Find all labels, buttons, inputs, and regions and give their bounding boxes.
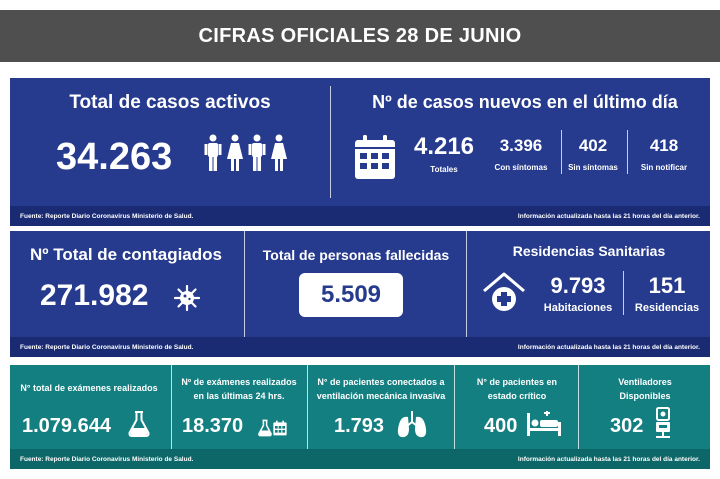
sin-notificar-value: 418 <box>649 136 679 155</box>
totales-value: 4.216 <box>413 133 475 160</box>
panel-footer: Fuente: Reporte Diario Coronavirus Minis… <box>10 206 710 226</box>
footer-update-note: Información actualizada hasta las 21 hor… <box>517 455 700 463</box>
people-icon-group <box>204 134 288 172</box>
stat-habitaciones: 9.793 Habitaciones <box>538 273 618 314</box>
footer-update-note: Información actualizada hasta las 21 hor… <box>517 212 700 220</box>
stat-sin-sintomas: 402 Sin síntomas <box>563 136 623 172</box>
page-title: CIFRAS OFICIALES 28 DE JUNIO <box>198 24 522 47</box>
new-cases-title: Nº de casos nuevos en el último día <box>372 92 678 112</box>
ventiladores-value: 302 <box>610 415 644 437</box>
calendar-icon <box>355 135 395 179</box>
ventilacion-value: 1.793 <box>334 415 385 437</box>
active-cases-panel: Total de casos activos 34.263 Nº de caso… <box>10 78 710 226</box>
stat-sin-notificar: 418 Sin notificar <box>632 136 696 172</box>
flask-icon <box>258 419 272 437</box>
contagiados-value: 271.982 <box>40 279 149 312</box>
divider <box>561 130 562 174</box>
active-cases-value: 34.263 <box>56 136 173 178</box>
divider <box>307 365 308 449</box>
divider <box>171 365 172 449</box>
divider <box>244 231 245 337</box>
con-sintomas-value: 3.396 <box>499 136 543 155</box>
divider <box>330 86 331 198</box>
hospital-house-icon <box>483 272 525 311</box>
calendar-icon <box>273 420 287 436</box>
contagiados-title: Nº Total de contagiados <box>30 245 222 264</box>
lungs-icon <box>397 411 427 438</box>
residencias-value: 151 <box>648 273 686 298</box>
fallecidos-value: 5.509 <box>299 273 403 317</box>
person-icon <box>227 134 243 171</box>
active-cases-title: Total de casos activos <box>69 92 271 113</box>
ventilator-icon <box>656 407 670 438</box>
divider <box>466 231 467 337</box>
stat-residencias: 151 Residencias <box>628 273 706 314</box>
residencias-title: Residencias Sanitarias <box>512 243 666 259</box>
footer-source: Fuente: Reporte Diario Coronavirus Minis… <box>20 212 194 220</box>
person-icon <box>204 134 222 171</box>
fallecidos-title: Total de personas fallecidas <box>262 247 450 263</box>
footer-source: Fuente: Reporte Diario Coronavirus Minis… <box>20 455 194 463</box>
critico-title: N° de pacientes en estado crítico <box>476 377 558 401</box>
footer-source: Fuente: Reporte Diario Coronavirus Minis… <box>20 343 194 351</box>
page-header: CIFRAS OFICIALES 28 DE JUNIO <box>0 10 720 62</box>
residencias-label: Residencias <box>634 302 700 314</box>
sin-sintomas-label: Sin síntomas <box>568 163 618 172</box>
divider <box>454 365 455 449</box>
hospital-bed-icon <box>527 411 561 436</box>
divider <box>578 365 579 449</box>
person-icon <box>248 134 266 171</box>
totals-panel: Nº Total de contagiados 271.982 Total de… <box>10 231 710 357</box>
panel-footer: Fuente: Reporte Diario Coronavirus Minis… <box>10 449 710 469</box>
examenes-value: 1.079.644 <box>22 415 111 437</box>
totales-label: Totales <box>430 165 458 174</box>
ventiladores-title: Ventiladores Disponibles <box>618 377 672 401</box>
habitaciones-value: 9.793 <box>550 273 606 298</box>
examenes-24h-value: 18.370 <box>182 415 244 437</box>
stat-totales: 4.216 Totales <box>408 133 480 174</box>
footer-update-note: Información actualizada hasta las 21 hor… <box>517 343 700 351</box>
habitaciones-label: Habitaciones <box>543 302 613 314</box>
sin-sintomas-value: 402 <box>578 136 608 155</box>
stat-con-sintomas: 3.396 Con síntomas <box>484 136 558 172</box>
divider <box>623 271 624 315</box>
person-icon <box>271 134 287 171</box>
critico-value: 400 <box>484 415 518 437</box>
flask-icon <box>128 411 150 437</box>
virus-icon <box>174 285 200 311</box>
con-sintomas-label: Con síntomas <box>494 163 548 172</box>
examenes-title: N° total de exámenes realizados <box>20 383 158 393</box>
ventilacion-title: N° de pacientes conectados a ventilación… <box>316 377 446 401</box>
sin-notificar-label: Sin notificar <box>640 163 688 172</box>
divider <box>627 130 628 174</box>
medical-resources-panel: N° total de exámenes realizados 1.079.64… <box>10 365 710 469</box>
examenes-24h-title: Nº de exámenes realizados en las últimas… <box>181 377 297 401</box>
panel-footer: Fuente: Reporte Diario Coronavirus Minis… <box>10 337 710 357</box>
